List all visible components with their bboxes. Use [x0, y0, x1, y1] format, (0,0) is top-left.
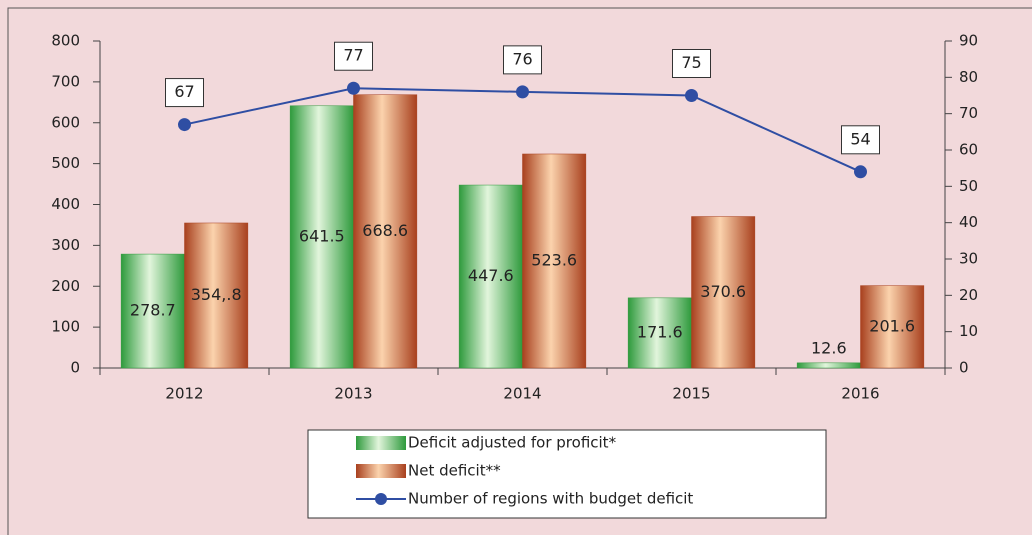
- bar: [796, 362, 861, 369]
- bar: [289, 105, 354, 369]
- line-marker: [854, 165, 867, 179]
- line-marker: [178, 118, 191, 132]
- line-marker: [347, 81, 360, 95]
- legend-label: Deficit adjusted for proficit*: [408, 434, 617, 452]
- y2-tick-label: 90: [959, 32, 978, 50]
- data-label: 75: [681, 53, 701, 72]
- data-label: 171.6: [637, 322, 683, 341]
- y-tick-label: 500: [51, 154, 80, 172]
- data-label: 67: [174, 82, 194, 101]
- bar: [860, 285, 925, 369]
- bar: [120, 253, 185, 369]
- label-box: [503, 45, 542, 75]
- y2-tick-label: 50: [959, 177, 978, 195]
- y2-tick-label: 40: [959, 213, 978, 231]
- y-tick-label: 800: [51, 32, 80, 50]
- y-tick-label: 100: [51, 318, 80, 336]
- y2-tick-label: 0: [959, 359, 969, 377]
- label-box: [841, 125, 880, 155]
- legend-label: Net deficit**: [408, 462, 501, 480]
- y2-tick-label: 10: [959, 322, 978, 340]
- data-label: 523.6: [531, 250, 577, 269]
- data-label: 12.6: [811, 338, 847, 357]
- data-label: 354,.8: [191, 285, 242, 304]
- y2-tick-label: 60: [959, 141, 978, 159]
- bar: [458, 184, 523, 369]
- line-marker: [685, 89, 698, 102]
- legend-swatch: [356, 436, 406, 450]
- y2-tick-label: 80: [959, 68, 978, 86]
- y-tick-label: 400: [51, 195, 80, 213]
- data-label: 76: [512, 49, 532, 68]
- bar: [627, 297, 692, 369]
- bar: [353, 94, 418, 369]
- x-tick-label: 2015: [672, 385, 710, 403]
- data-label: 77: [343, 46, 363, 65]
- x-tick-label: 2014: [503, 385, 541, 403]
- legend-marker: [375, 493, 387, 505]
- x-tick-label: 2013: [334, 385, 372, 403]
- legend-label: Number of regions with budget deficit: [408, 490, 693, 508]
- data-label: 278.7: [130, 301, 176, 320]
- bar: [184, 222, 249, 369]
- y2-tick-label: 20: [959, 286, 978, 304]
- bar: [691, 216, 756, 369]
- data-label: 447.6: [468, 266, 514, 285]
- legend-swatch: [356, 464, 406, 478]
- label-box: [165, 78, 204, 108]
- y2-tick-label: 70: [959, 104, 978, 122]
- x-tick-label: 2012: [165, 385, 203, 403]
- x-tick-label: 2016: [841, 385, 879, 403]
- label-box: [672, 49, 711, 78]
- data-label: 641.5: [299, 226, 345, 245]
- line-marker: [516, 85, 529, 99]
- y-tick-label: 300: [51, 236, 80, 254]
- label-box: [334, 41, 373, 71]
- bar: [522, 153, 587, 369]
- data-label: 201.6: [869, 316, 915, 335]
- y-tick-label: 600: [51, 113, 80, 131]
- y-tick-label: 0: [70, 359, 80, 377]
- y-tick-label: 200: [51, 277, 80, 295]
- data-label: 668.6: [362, 221, 408, 240]
- y2-tick-label: 30: [959, 250, 978, 268]
- data-label: 370.6: [700, 282, 746, 301]
- y-tick-label: 700: [51, 72, 80, 90]
- data-label: 54: [850, 129, 870, 148]
